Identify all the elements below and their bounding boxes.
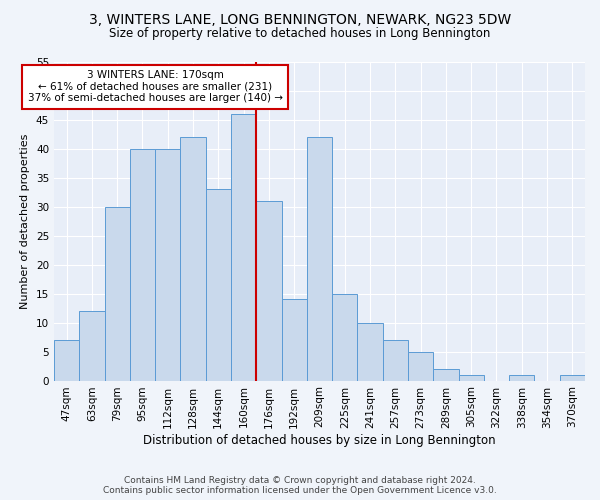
Bar [458, 375, 484, 380]
Bar [104, 206, 130, 380]
Bar [307, 137, 332, 380]
X-axis label: Distribution of detached houses by size in Long Bennington: Distribution of detached houses by size … [143, 434, 496, 448]
Bar [206, 189, 231, 380]
Bar [231, 114, 256, 380]
Text: 3 WINTERS LANE: 170sqm
← 61% of detached houses are smaller (231)
37% of semi-de: 3 WINTERS LANE: 170sqm ← 61% of detached… [28, 70, 283, 103]
Bar [408, 352, 433, 380]
Bar [560, 375, 585, 380]
Text: 3, WINTERS LANE, LONG BENNINGTON, NEWARK, NG23 5DW: 3, WINTERS LANE, LONG BENNINGTON, NEWARK… [89, 12, 511, 26]
Bar [358, 322, 383, 380]
Bar [332, 294, 358, 380]
Bar [281, 300, 307, 380]
Bar [155, 148, 181, 380]
Bar [383, 340, 408, 380]
Bar [433, 369, 458, 380]
Y-axis label: Number of detached properties: Number of detached properties [20, 134, 30, 308]
Text: Contains HM Land Registry data © Crown copyright and database right 2024.
Contai: Contains HM Land Registry data © Crown c… [103, 476, 497, 495]
Bar [256, 200, 281, 380]
Bar [54, 340, 79, 380]
Bar [509, 375, 535, 380]
Bar [79, 311, 104, 380]
Bar [130, 148, 155, 380]
Bar [181, 137, 206, 380]
Text: Size of property relative to detached houses in Long Bennington: Size of property relative to detached ho… [109, 28, 491, 40]
